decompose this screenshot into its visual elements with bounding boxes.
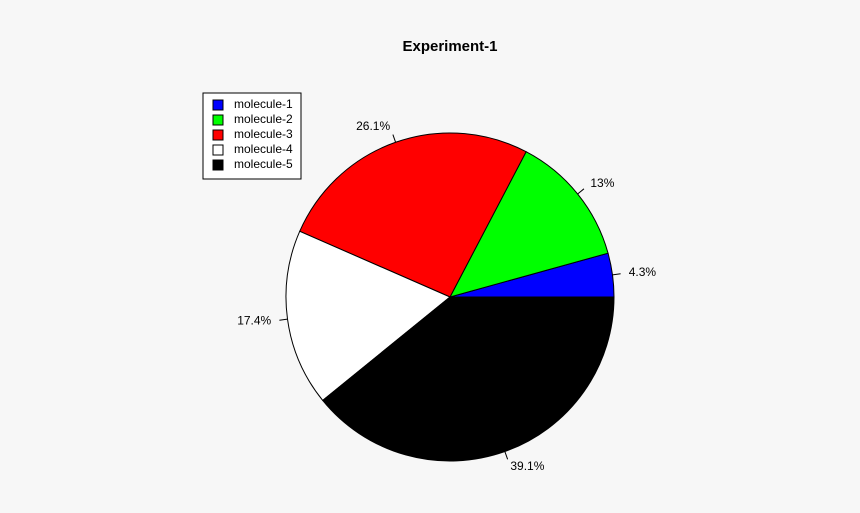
slice-label: 26.1% [356,119,390,133]
legend-label: molecule-2 [234,112,293,126]
label-tick [612,273,621,276]
legend-swatch [212,99,224,111]
pie-slice [285,230,451,402]
label-tick [577,188,585,195]
legend-swatch [212,114,224,126]
label-tick [279,318,288,321]
pie-slice [322,296,615,462]
legend-label: molecule-4 [234,142,293,156]
legend-label: molecule-3 [234,127,293,141]
chart-title: Experiment-1 [402,38,497,55]
legend-swatch [212,129,224,141]
slice-label: 13% [590,176,614,190]
pie-slice [449,151,609,298]
slice-label: 4.3% [629,265,657,279]
label-tick [392,134,397,143]
slice-label: 39.1% [510,459,544,473]
legend-swatch [212,144,224,156]
label-tick [504,451,509,460]
slice-label: 17.4% [237,313,271,327]
legend-label: molecule-1 [234,97,293,111]
legend-label: molecule-5 [234,157,293,171]
legend-swatch [212,159,224,171]
